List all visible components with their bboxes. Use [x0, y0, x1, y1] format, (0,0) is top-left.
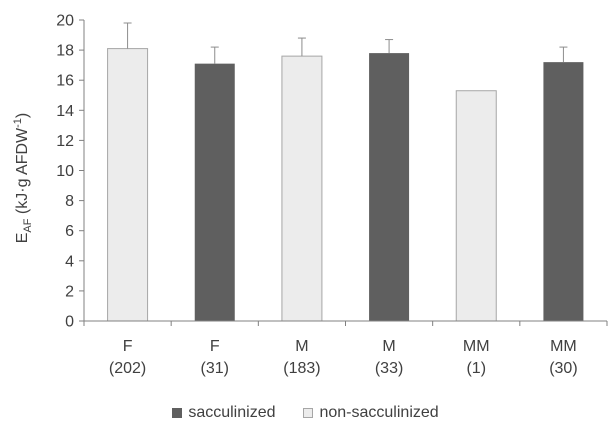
x-tick-label: F	[123, 338, 133, 355]
y-tick-label: 16	[56, 73, 74, 90]
y-tick-label: 2	[65, 283, 74, 300]
bar-non-sacculinized	[107, 48, 149, 322]
y-tick-label: 8	[65, 193, 74, 210]
legend-label-sacculinized: sacculinized	[188, 404, 276, 421]
x-tick-label: F	[210, 338, 220, 355]
y-tick-label: 20	[56, 13, 74, 30]
legend-label-non-sacculinized: non-sacculinized	[319, 404, 439, 421]
bar-non-sacculinized	[455, 90, 497, 322]
x-tick-label-count: (202)	[109, 360, 146, 377]
x-tick-label-count: (1)	[466, 360, 486, 377]
x-tick-label: MM	[463, 338, 490, 355]
bar-sacculinized	[369, 53, 410, 322]
y-tick-label: 12	[56, 133, 74, 150]
y-axis-label-close: )	[14, 113, 31, 118]
y-tick-label: 0	[65, 314, 74, 331]
y-axis-label-sub: AF	[22, 218, 34, 232]
bar-non-sacculinized	[281, 55, 323, 322]
y-axis-label-sup: -1	[12, 118, 24, 128]
x-tick-label: M	[295, 338, 308, 355]
x-axis: F (202) F (31) M (183) M (33) MM (1) MM (30)	[83, 320, 608, 377]
y-tick-label: 6	[65, 223, 74, 240]
y-axis-label-main: E	[14, 233, 31, 244]
legend-swatch-sacculinized	[172, 408, 183, 418]
legend: sacculinized non-sacculinized	[0, 402, 611, 424]
x-tick-label: MM	[550, 338, 577, 355]
x-tick-label: M	[382, 338, 395, 355]
y-axis: 0 2 4 6 8 10 12 14 16 18 20	[56, 13, 85, 331]
x-tick-label-count: (31)	[201, 360, 229, 377]
legend-item-non-sacculinized: non-sacculinized	[303, 404, 439, 422]
legend-swatch-non-sacculinized	[303, 408, 314, 418]
error-bars	[123, 22, 568, 64]
x-tick-label-count: (33)	[375, 360, 403, 377]
y-tick-label: 4	[65, 253, 74, 270]
y-tick-label: 14	[56, 103, 74, 120]
x-tick-label-count: (183)	[283, 360, 320, 377]
bar-chart: 0 2 4 6 8 10 12 14 16 18 20 F (202) F (31) M (183) M (33)…	[12, 13, 608, 377]
bars	[107, 48, 584, 322]
y-tick-label: 10	[56, 163, 74, 180]
legend-item-sacculinized: sacculinized	[172, 404, 275, 422]
y-tick-label: 18	[56, 43, 74, 60]
y-axis-label-rest: (kJ·g AFDW	[14, 127, 31, 219]
bar-sacculinized	[543, 62, 584, 321]
x-tick-label-count: (30)	[549, 360, 577, 377]
bar-sacculinized	[194, 63, 235, 322]
y-axis-label: EAF (kJ·g AFDW-1)	[12, 113, 34, 244]
